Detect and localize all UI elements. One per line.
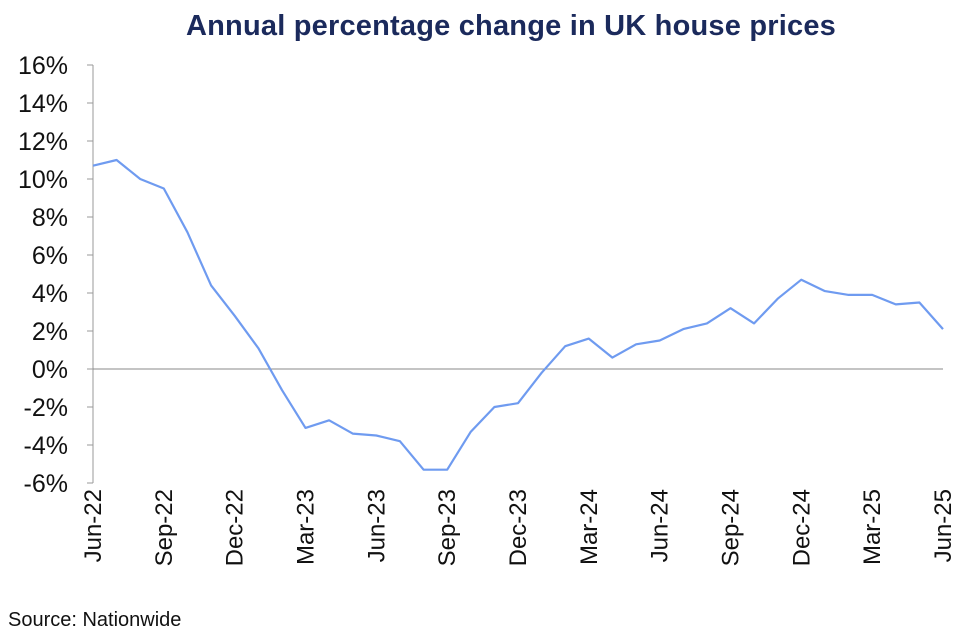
series-lines — [92, 158, 944, 471]
series-line — [92, 158, 944, 471]
y-tick-label: 10% — [18, 166, 68, 194]
x-tick-label: Sep-23 — [434, 489, 461, 566]
x-tick-label: Mar-24 — [576, 489, 603, 565]
x-tick-label: Mar-23 — [293, 489, 320, 565]
x-tick-label: Jun-22 — [80, 489, 107, 562]
x-tick-label: Jun-24 — [647, 489, 674, 562]
x-tick-label: Sep-24 — [718, 489, 745, 566]
x-tick-label: Dec-23 — [505, 489, 532, 566]
y-tick-label: 12% — [18, 128, 68, 156]
y-tick-label: 14% — [18, 90, 68, 118]
y-tick-label: -6% — [24, 470, 68, 498]
x-tick-label: Mar-25 — [859, 489, 886, 565]
x-tick-label: Dec-24 — [788, 489, 815, 566]
x-tick-label: Dec-22 — [222, 489, 249, 566]
x-tick-label: Jun-23 — [363, 489, 390, 562]
y-tick-label: 8% — [32, 204, 68, 232]
source-note: Source: Nationwide — [8, 609, 182, 631]
y-tick-label: 6% — [32, 242, 68, 270]
y-tick-label: -2% — [24, 394, 68, 422]
y-tick-labels: 16% 14% 12% 10% 8% 6% 4% 2% 0% -2% -4% -6% — [18, 52, 68, 498]
x-tick-label: Jun-25 — [930, 489, 957, 562]
x-tick-labels: Jun-22 Sep-22 Dec-22 Mar-23 Jun-23 Sep-23 Dec-… — [80, 489, 957, 566]
y-tick-label: 4% — [32, 280, 68, 308]
chart-title: Annual percentage change in UK house pri… — [186, 10, 836, 42]
y-tick-label: 2% — [32, 318, 68, 346]
x-tick-label: Sep-22 — [151, 489, 178, 566]
y-tick-label: -4% — [24, 432, 68, 460]
y-tick-label: 0% — [32, 356, 68, 384]
y-tick-label: 16% — [18, 52, 68, 80]
y-axis — [87, 64, 94, 484]
